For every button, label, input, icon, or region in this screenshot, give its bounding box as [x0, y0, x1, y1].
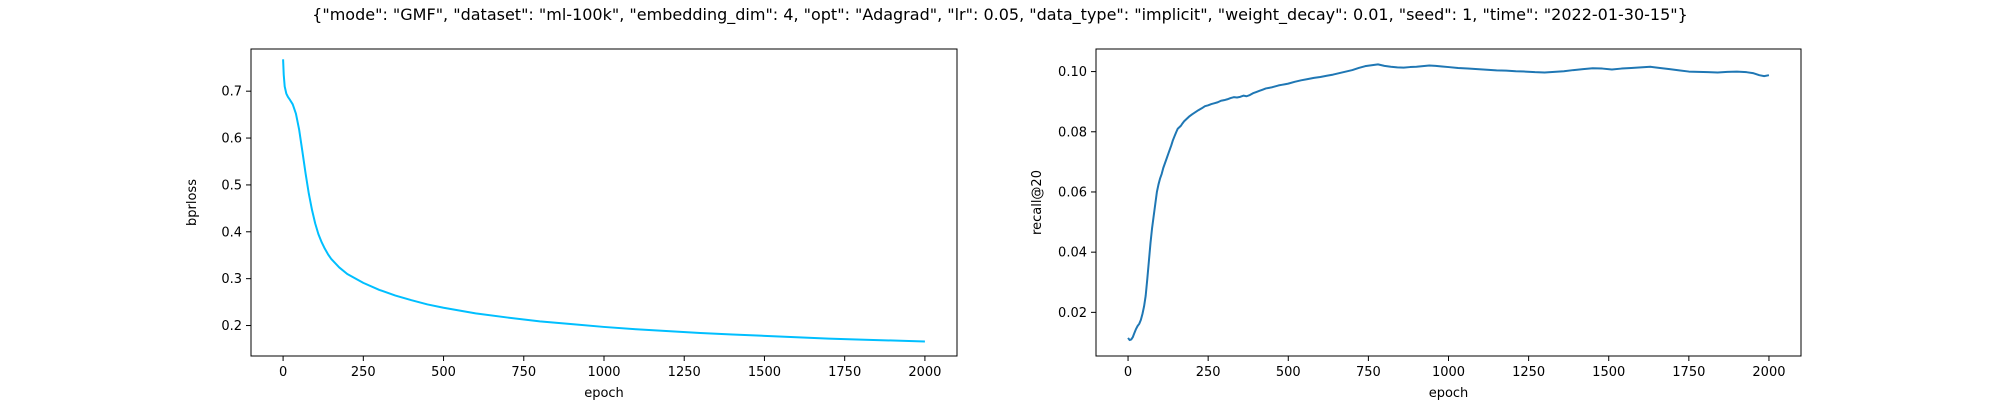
bprloss-y-tick-label: 0.2 [221, 319, 242, 334]
recall-x-tick-label: 1500 [1592, 365, 1625, 380]
bprloss-y-tick-label: 0.5 [221, 178, 242, 193]
recall-x-tick-label: 1750 [1672, 365, 1705, 380]
recall-y-tick-label: 0.02 [1058, 306, 1087, 321]
figure-title: {"mode": "GMF", "dataset": "ml-100k", "e… [312, 5, 1688, 25]
recall-x-tick-label: 1250 [1512, 365, 1545, 380]
bprloss-plot: 0 250 500 750 1000 1250 1500 1750 2000 0.2 0.3 0.4 0… [185, 48, 958, 400]
bprloss-x-tick-label: 1500 [748, 365, 781, 380]
recall-y-tick-label: 0.06 [1058, 185, 1087, 200]
bprloss-x-tick-label: 500 [431, 365, 456, 380]
recall-y-tick-label: 0.08 [1058, 125, 1087, 140]
recall-y-tick-label: 0.10 [1058, 65, 1087, 80]
recall-plot: 0 250 500 750 1000 1250 1500 1750 2000 0.02 0.04 0.… [1030, 48, 1802, 400]
bprloss-y-tick-label: 0.6 [221, 132, 242, 147]
recall-series-line-0 [1127, 63, 1770, 342]
bprloss-axes-frame [250, 48, 958, 357]
recall-x-tick-label: 750 [1356, 365, 1381, 380]
bprloss-x-tick-label: 1250 [668, 365, 701, 380]
bprloss-x-tick-label: 2000 [908, 365, 941, 380]
recall-y-axis-label: recall@20 [1030, 170, 1045, 235]
recall-x-tick-label: 1000 [1432, 365, 1465, 380]
bprloss-series-line-0 [282, 59, 925, 343]
bprloss-x-tick-label: 1750 [828, 365, 861, 380]
recall-x-tick-label: 0 [1124, 365, 1132, 380]
bprloss-x-tick-label: 1000 [587, 365, 620, 380]
bprloss-x-tick-label: 750 [511, 365, 536, 380]
recall-x-tick-label: 500 [1276, 365, 1301, 380]
recall-y-tick-label: 0.04 [1058, 246, 1087, 261]
bprloss-x-tick-label: 0 [279, 365, 287, 380]
recall-axes-frame [1095, 48, 1802, 357]
recall-x-axis-label: epoch [1429, 386, 1469, 400]
bprloss-y-tick-label: 0.4 [221, 225, 242, 240]
bprloss-x-axis-label: epoch [584, 386, 624, 400]
bprloss-y-tick-label: 0.3 [221, 272, 242, 287]
recall-x-tick-label: 2000 [1752, 365, 1785, 380]
bprloss-y-tick-label: 0.7 [221, 85, 242, 100]
bprloss-x-tick-label: 250 [351, 365, 376, 380]
recall-x-tick-label: 250 [1196, 365, 1221, 380]
bprloss-y-axis-label: bprloss [185, 179, 200, 226]
